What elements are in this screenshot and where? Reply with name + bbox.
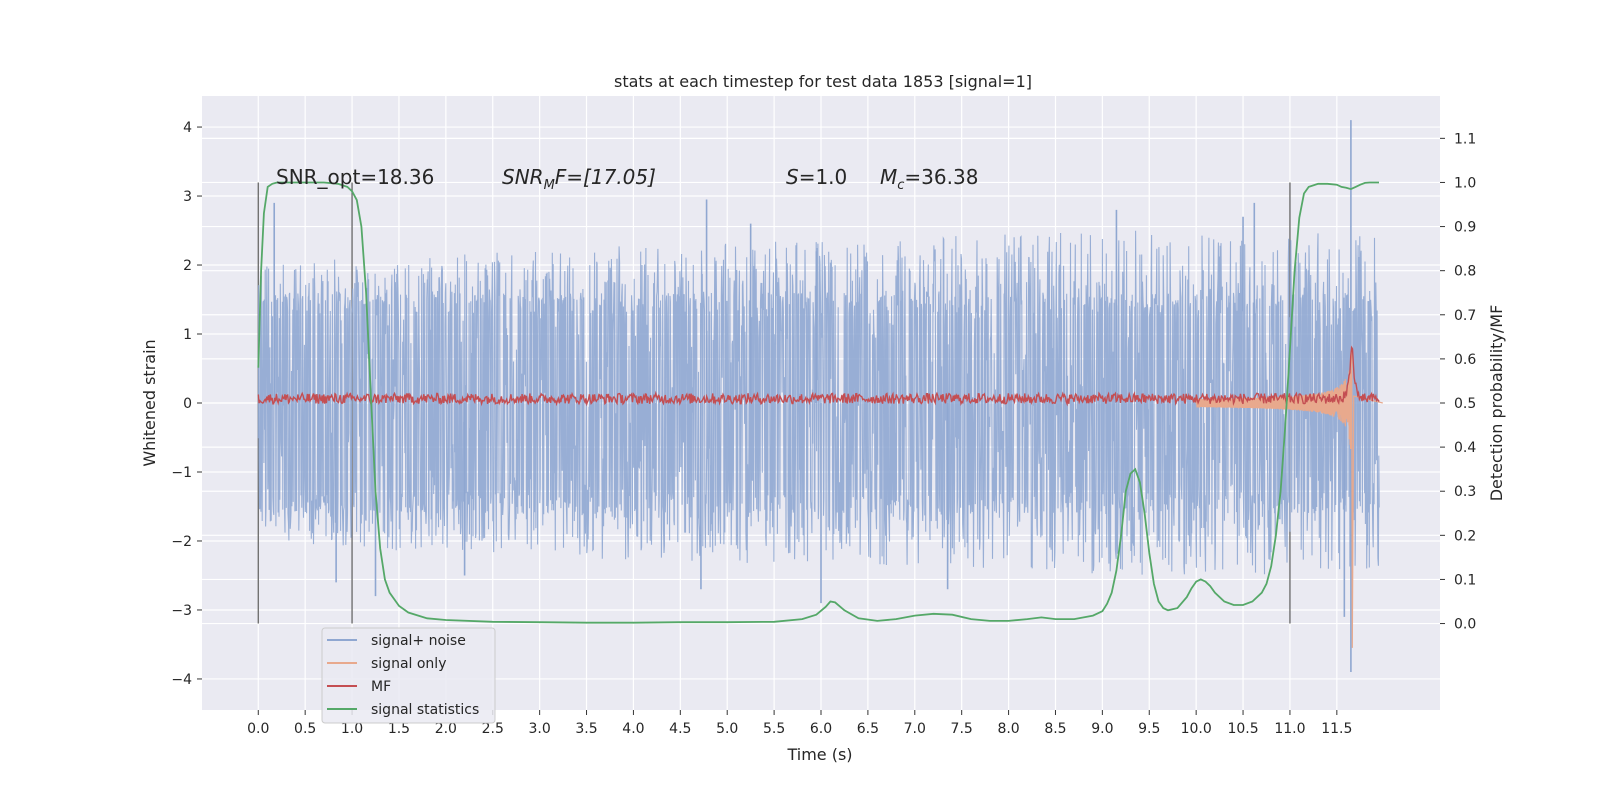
y2-tick-label: 1.1: [1454, 131, 1476, 147]
x-tick-label: 5.0: [716, 721, 738, 737]
x-tick-label: 10.0: [1181, 721, 1212, 737]
x-tick-label: 7.0: [904, 721, 926, 737]
x-tick-label: 8.5: [1044, 721, 1066, 737]
y2-tick-label: 0.5: [1454, 396, 1476, 412]
snr-mf-subscript: M: [544, 178, 555, 193]
x-tick-label: 6.0: [810, 721, 832, 737]
y-tick-label: −4: [171, 672, 192, 688]
y2-tick-label: 0.0: [1454, 617, 1476, 633]
x-tick-label: 9.5: [1138, 721, 1160, 737]
series-signal-only: [1195, 348, 1383, 648]
legend-label-signal-only: signal only: [371, 656, 446, 672]
x-tick-label: 5.5: [763, 721, 785, 737]
s-value: =1.0: [799, 165, 848, 189]
chart-title: stats at each timestep for test data 185…: [614, 72, 1032, 91]
y-axis-ticks: −4 −3 −2 −1 0 1 2 3 4: [171, 120, 202, 688]
mc-subscript: c: [897, 178, 904, 193]
y2-tick-label: 0.9: [1454, 220, 1476, 236]
legend-label-mf: MF: [371, 679, 391, 695]
snr-mf-name: SNR: [502, 165, 544, 189]
annotation-row: SNR_opt=18.36 SNRMF=[17.05] S=1.0 Mc=36.…: [276, 165, 978, 193]
y-tick-label: −3: [171, 603, 192, 619]
legend-label-signal-noise: signal+ noise: [371, 633, 466, 649]
mc-value: =36.38: [904, 165, 978, 189]
y-tick-label: 4: [183, 120, 192, 136]
x-tick-label: 3.5: [575, 721, 597, 737]
y-tick-label: −1: [171, 465, 192, 481]
x-tick-label: 2.5: [482, 721, 504, 737]
y-tick-label: −2: [171, 534, 192, 550]
x-tick-label: 6.5: [857, 721, 879, 737]
series-line: [1195, 348, 1383, 648]
x-tick-label: 3.0: [529, 721, 551, 737]
x-tick-label: 11.0: [1274, 721, 1305, 737]
y-tick-label: 1: [183, 327, 192, 343]
x-tick-label: 10.5: [1227, 721, 1258, 737]
x-tick-label: 8.0: [997, 721, 1019, 737]
mc-annotation: Mc=36.38: [880, 165, 978, 193]
y2-tick-label: 0.8: [1454, 264, 1476, 280]
snr-opt-annotation: SNR_opt=18.36: [276, 165, 434, 189]
x-tick-label: 4.5: [669, 721, 691, 737]
y-tick-label: 0: [183, 396, 192, 412]
y2-tick-label: 0.3: [1454, 484, 1476, 500]
series-line: [257, 345, 1380, 407]
series-line: [257, 230, 1380, 575]
legend: signal+ noise signal only MF signal stat…: [321, 627, 496, 724]
y2-tick-label: 1.0: [1454, 175, 1476, 191]
snr-mf-annotation: SNRMF=[17.05]: [502, 165, 656, 193]
x-tick-label: 2.0: [435, 721, 457, 737]
snr-mf-value: F=[17.05]: [555, 165, 656, 189]
series-line: [257, 181, 1379, 624]
series-signal-statistics: [257, 181, 1379, 624]
y-tick-label: 2: [183, 258, 192, 274]
legend-box: [321, 627, 496, 724]
series-mf: [257, 345, 1380, 407]
legend-label-signal-statistics: signal statistics: [371, 702, 479, 718]
y2-tick-label: 0.2: [1454, 528, 1476, 544]
y2-tick-label: 0.1: [1454, 572, 1476, 588]
x-tick-label: 0.5: [294, 721, 316, 737]
y-axis-label: Whitened strain: [140, 339, 159, 466]
s-name: S: [786, 165, 799, 189]
y2-tick-label: 0.4: [1454, 440, 1476, 456]
x-tick-label: 0.0: [247, 721, 269, 737]
y-tick-label: 3: [183, 189, 192, 205]
x-axis-label: Time (s): [786, 745, 852, 764]
y2-axis-ticks: 0.0 0.1 0.2 0.3 0.4 0.5 0.6 0.7 0.8 0.9 1.0 1.1: [1440, 131, 1476, 633]
x-axis-ticks: 0.0 0.5 1.0 1.5 2.0 2.5 3.0 3.5 4.0 4.5 5.0 5.5 6.0 6…: [247, 710, 1352, 737]
x-tick-label: 11.5: [1321, 721, 1352, 737]
s-annotation: S=1.0: [786, 165, 847, 189]
x-tick-label: 1.5: [388, 721, 410, 737]
x-tick-label: 9.0: [1091, 721, 1113, 737]
mc-name: M: [880, 165, 897, 189]
x-tick-label: 7.5: [951, 721, 973, 737]
x-tick-label: 4.0: [622, 721, 644, 737]
y2-axis-label: Detection probability/MF: [1487, 305, 1506, 502]
y2-tick-label: 0.7: [1454, 308, 1476, 324]
x-tick-label: 1.0: [341, 721, 363, 737]
y2-tick-label: 0.6: [1454, 352, 1476, 368]
